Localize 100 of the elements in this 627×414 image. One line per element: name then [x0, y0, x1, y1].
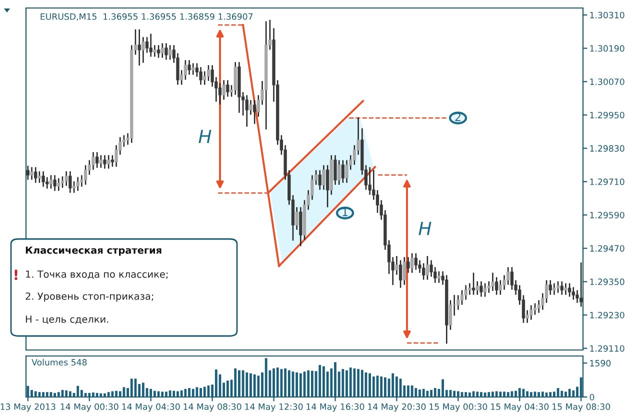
- candlestick: [64, 171, 68, 186]
- x-tick-label: 13 May 2013: [0, 403, 56, 412]
- x-tick-label: 14 May 12:30: [245, 403, 303, 412]
- y-tick-label: 1.29590: [590, 212, 624, 218]
- candlestick: [337, 160, 341, 185]
- candlestick: [552, 283, 556, 295]
- candlestick: [341, 160, 344, 183]
- candlestick: [245, 95, 248, 127]
- candlestick: [564, 283, 568, 295]
- text: !: [14, 270, 18, 280]
- x-tick-label: 15 May 00:30: [430, 403, 488, 412]
- annotation: H: [418, 222, 432, 235]
- candlestick: [464, 285, 468, 300]
- y-tick-label: 1.29230: [590, 312, 624, 318]
- candlestick: [145, 37, 149, 53]
- candlestick: [295, 207, 298, 230]
- candlestick: [249, 100, 252, 115]
- candlestick: [203, 71, 206, 85]
- candlestick: [326, 165, 330, 208]
- x-tick-label: 14 May 20:30: [368, 403, 426, 412]
- y-tick-label: 1.29110: [590, 345, 624, 352]
- candlestick: [156, 45, 160, 58]
- candlestick: [57, 178, 60, 191]
- candlestick: [226, 80, 230, 97]
- candlestick: [322, 165, 326, 190]
- candlestick: [153, 45, 156, 57]
- y-tick-label: 1.29830: [590, 145, 624, 152]
- x-tick-label: 14 May 00:30: [60, 403, 118, 412]
- y-tick-label: 1.30310: [590, 12, 624, 18]
- candlestick: [476, 281, 479, 295]
- annotation: 2. Уровень стоп-приказа;: [26, 292, 154, 302]
- x-tick-label: 14 May 04:30: [122, 403, 180, 412]
- candlestick: [572, 287, 575, 300]
- annotation: H - цель сделки.: [26, 316, 108, 324]
- candlestick: [491, 272, 494, 291]
- candlestick: [422, 263, 426, 280]
- y-tick-label: 1.29950: [590, 112, 624, 118]
- candlestick: [26, 166, 30, 180]
- candlestick: [30, 167, 34, 180]
- candlestick: [199, 67, 202, 85]
- candlestick: [68, 171, 72, 193]
- candlestick: [395, 256, 398, 275]
- candlestick: [480, 281, 483, 297]
- candlestick: [160, 43, 164, 58]
- candlestick: [318, 170, 322, 190]
- x-tick-label: 14 May 16:30: [306, 403, 364, 412]
- text: EURUSD,M15 1.36955 1.36955 1.36859 1.36907: [40, 13, 253, 21]
- candlestick: [84, 165, 88, 185]
- candlestick: [234, 62, 237, 95]
- candlestick: [38, 171, 42, 183]
- x-tick-label: 15 May 04:30: [491, 403, 549, 412]
- candlestick: [99, 155, 102, 168]
- candlestick: [406, 257, 410, 273]
- candlestick: [107, 155, 110, 169]
- candlestick: [206, 65, 210, 81]
- candlestick: [560, 281, 564, 295]
- candlestick: [188, 60, 191, 75]
- y-tick-label: 0: [590, 394, 594, 400]
- candlestick: [49, 175, 53, 189]
- candlestick: [414, 253, 418, 270]
- candlestick: [556, 281, 560, 293]
- x-tick-label: 14 May 08:30: [184, 403, 242, 412]
- candlestick: [168, 45, 172, 60]
- annotation: 1. Точка входа по классике;: [26, 270, 168, 280]
- candlestick: [110, 155, 114, 167]
- chart-title: Volumes 548: [32, 358, 87, 366]
- candlestick: [53, 175, 56, 191]
- candlestick: [580, 262, 583, 307]
- candlestick: [122, 135, 126, 147]
- candlestick: [398, 260, 402, 288]
- candlestick: [334, 155, 337, 185]
- candlestick: [72, 181, 76, 193]
- candlestick: [568, 283, 572, 297]
- candlestick: [299, 207, 302, 246]
- candlestick: [138, 29, 141, 66]
- candlestick: [192, 63, 195, 75]
- candlestick: [530, 305, 533, 320]
- candlestick: [103, 155, 106, 169]
- candlestick: [252, 100, 256, 124]
- x-tick-label: 15 May 08:30: [552, 403, 610, 412]
- candlestick: [483, 283, 487, 297]
- candlestick: [149, 34, 152, 57]
- candlestick: [34, 167, 38, 183]
- candlestick: [410, 253, 414, 273]
- candlestick: [437, 271, 441, 283]
- candlestick: [95, 152, 99, 168]
- annotation: Классическая стратегия: [26, 246, 162, 256]
- annotation: H: [198, 130, 212, 143]
- y-tick-label: 1.29350: [590, 278, 624, 286]
- candlestick: [42, 171, 45, 187]
- candlestick: [402, 257, 406, 285]
- y-tick-label: 1590: [590, 360, 611, 366]
- candlestick: [472, 272, 476, 295]
- candlestick: [164, 43, 168, 60]
- candlestick: [184, 60, 187, 80]
- candlestick: [548, 280, 552, 295]
- y-tick-label: 1.29710: [590, 178, 624, 186]
- candlestick: [426, 256, 430, 280]
- y-tick-label: 1.30190: [590, 45, 624, 52]
- candlestick: [76, 177, 80, 191]
